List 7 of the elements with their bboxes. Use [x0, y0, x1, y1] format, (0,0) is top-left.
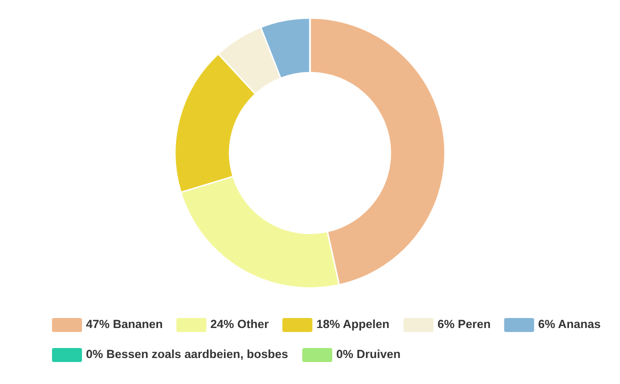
- legend-label: 47% Bananen: [86, 320, 162, 328]
- legend-label: 0% Druiven: [336, 349, 400, 358]
- legend-label: 6% Peren: [438, 320, 490, 328]
- legend-label: 18% Appelen: [317, 319, 389, 330]
- legend-label: 6% Ananas: [538, 320, 600, 328]
- legend-label: 24% Other: [210, 319, 269, 328]
- legend-label: 0% Bessen zoals aardbeien, bosbes: [86, 349, 288, 360]
